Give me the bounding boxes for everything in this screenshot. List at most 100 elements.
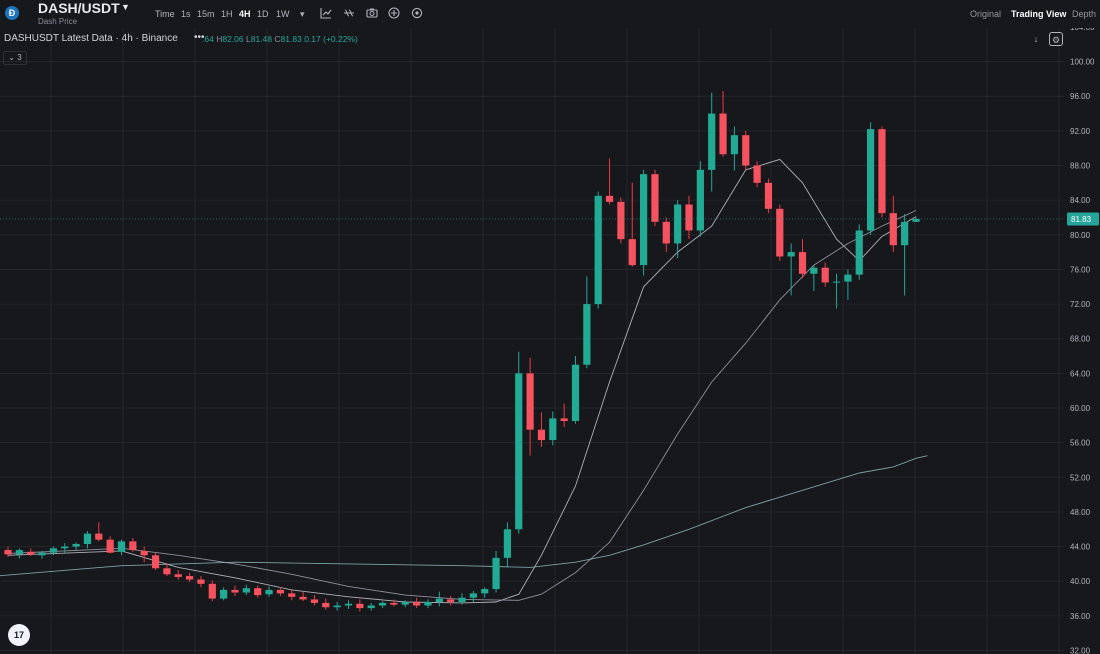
candle	[38, 550, 46, 559]
candle	[798, 239, 807, 279]
price-tick-label: 88.00	[1070, 162, 1091, 171]
candle-body	[15, 550, 23, 555]
candle	[27, 548, 35, 557]
price-tick-label: 76.00	[1070, 265, 1091, 274]
indicators-toggle[interactable]: ⌄ 3	[3, 51, 27, 65]
candle	[628, 182, 636, 267]
candle-body	[503, 529, 511, 558]
timeframe-1d[interactable]: 1D	[257, 9, 269, 19]
candle	[776, 204, 784, 261]
symbol-title[interactable]: DASH/USDT	[38, 0, 120, 16]
candle-body	[730, 135, 738, 155]
candle	[696, 161, 704, 237]
price-tick-label: 40.00	[1070, 577, 1091, 586]
candle	[708, 92, 716, 192]
candle	[49, 546, 57, 556]
price-tick-label: 44.00	[1070, 543, 1091, 552]
candle-body	[38, 552, 46, 556]
candle-body	[72, 544, 80, 547]
price-tick-label: 84.00	[1070, 196, 1091, 205]
candle-body	[208, 583, 216, 599]
candle-body	[242, 588, 250, 593]
camera-icon[interactable]	[366, 7, 378, 19]
price-tick-label: 52.00	[1070, 473, 1091, 482]
price-tick-label: 80.00	[1070, 231, 1091, 240]
candle	[254, 585, 262, 598]
legend-more-icon[interactable]: •••	[194, 32, 205, 43]
legend-close-label: C	[274, 34, 281, 44]
candle-body	[151, 555, 160, 569]
candle-body	[27, 551, 35, 555]
candle-body	[617, 201, 625, 240]
candle	[730, 126, 738, 171]
candle-body	[186, 576, 194, 580]
ma-long-line	[0, 455, 928, 577]
candle-body	[640, 174, 648, 266]
view-trading-view[interactable]: Trading View	[1011, 9, 1067, 19]
candle	[413, 597, 421, 609]
moving-averages	[0, 158, 928, 604]
candle-body	[140, 550, 148, 556]
timeframe-15m[interactable]: 15m	[197, 9, 215, 19]
candle-body	[401, 602, 409, 605]
candle-body	[367, 605, 375, 609]
candle-body	[810, 267, 818, 274]
candle	[753, 161, 761, 188]
chart-style-icon[interactable]	[320, 7, 332, 19]
price-axis-bg	[1064, 0, 1100, 654]
view-depth[interactable]: Depth	[1072, 9, 1097, 19]
timeframe-1h[interactable]: 1H	[221, 9, 233, 19]
candle	[878, 126, 886, 218]
timeframe-more-icon[interactable]: ▾	[300, 9, 305, 19]
candle	[367, 602, 375, 611]
candle	[674, 200, 682, 259]
candle-body	[447, 599, 455, 603]
candle-body	[231, 589, 239, 593]
settings-icon[interactable]	[411, 7, 423, 19]
candle-body	[583, 304, 591, 365]
timeframe-1s[interactable]: 1s	[181, 9, 191, 19]
candle-body	[424, 602, 432, 606]
candle	[378, 601, 387, 609]
symbol-dropdown-icon[interactable]: ▼	[121, 2, 130, 12]
candle-body	[526, 373, 534, 430]
candle-body	[855, 230, 863, 275]
candle	[492, 550, 500, 593]
candle	[129, 537, 137, 552]
candle	[549, 411, 557, 446]
candle	[889, 195, 897, 253]
candle	[276, 587, 284, 596]
candle	[435, 591, 443, 607]
candle-body	[435, 598, 443, 603]
candle-body	[537, 429, 546, 441]
candle-body	[605, 195, 614, 202]
candle-body	[61, 546, 69, 549]
candle	[95, 522, 103, 542]
candle-body	[310, 599, 319, 603]
candle-body	[49, 548, 57, 553]
candle	[526, 357, 534, 456]
view-original[interactable]: Original	[970, 9, 1002, 19]
candle-body	[344, 603, 353, 606]
candle-body	[787, 252, 795, 257]
candle	[560, 403, 568, 428]
timeframe-1w[interactable]: 1W	[276, 9, 290, 19]
candle-body	[901, 221, 909, 246]
download-icon[interactable]: ↓	[1033, 34, 1039, 44]
candle-body	[174, 574, 182, 577]
price-tick-label: 64.00	[1070, 369, 1091, 378]
candle	[685, 195, 693, 240]
candle	[719, 91, 727, 157]
candle	[901, 214, 909, 296]
timeframe-4h[interactable]: 4H	[239, 9, 251, 19]
candle-body	[708, 113, 716, 170]
candle-body	[492, 557, 500, 590]
timeframe-time[interactable]: Time	[155, 9, 175, 19]
chart-settings-icon[interactable]: ⚙	[1049, 32, 1063, 46]
indicators-icon[interactable]	[343, 7, 355, 19]
candle	[481, 587, 489, 598]
candle	[662, 217, 670, 253]
add-icon[interactable]	[388, 7, 400, 19]
